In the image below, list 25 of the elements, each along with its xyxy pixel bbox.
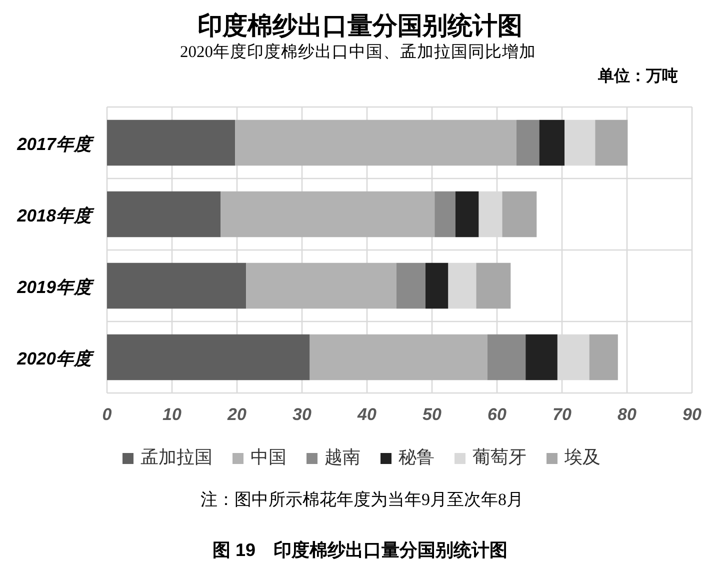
legend-label: 中国 [250,447,286,467]
x-tick-label: 90 [682,405,702,424]
x-tick-label: 20 [226,405,247,424]
x-tick-label: 10 [162,405,182,424]
text: 注：图中所示棉花年度为当年9月至次年8月 [200,490,524,509]
y-tick-label: 2020年度 [16,348,95,368]
chart-subtitle: 2020年度印度棉纱出口中国、孟加拉国同比增加 [180,42,536,61]
y-tick-label: 2018年度 [16,205,95,226]
x-tick-label: 60 [488,405,507,424]
x-tick-label: 80 [618,405,637,424]
legend-label: 孟加拉国 [140,447,212,467]
legend-label: 埃及 [564,447,600,467]
y-tick-label: 2017年度 [16,134,95,154]
legend-label: 秘鲁 [398,447,434,467]
legend-label: 葡萄牙 [472,447,526,467]
x-tick-label: 50 [422,405,442,424]
text: 单位：万吨 [597,67,678,85]
y-tick-label: 2019年度 [16,276,95,297]
chart-title: 印度棉纱出口量分国别统计图 [198,12,522,40]
x-tick-label: 30 [292,405,312,424]
x-tick-label: 0 [102,405,112,424]
x-tick-label: 40 [356,405,377,424]
legend-label: 越南 [324,447,360,467]
x-tick-label: 70 [552,405,572,424]
caption: 图 19 印度棉纱出口量分国别统计图 [212,540,508,560]
